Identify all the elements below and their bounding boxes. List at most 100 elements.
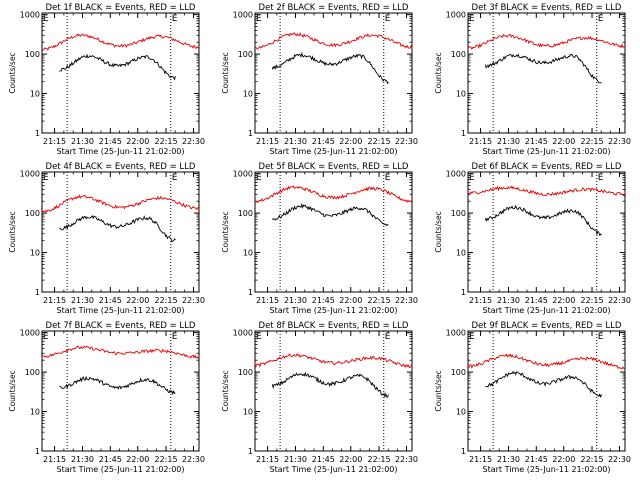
x-tick-label: 22:30 bbox=[395, 137, 418, 146]
y-tick-label: 1 bbox=[248, 288, 253, 297]
panel-title: Det 7f BLACK = Events, RED = LLD bbox=[46, 321, 196, 331]
y-tick-label: 1000 bbox=[233, 170, 253, 179]
x-tick-label: 22:30 bbox=[395, 455, 418, 464]
y-axis-label: Counts/sec bbox=[434, 370, 443, 411]
x-tick-label: 21:15 bbox=[256, 137, 279, 146]
lld-series-line bbox=[467, 353, 626, 370]
y-tick-label: 100 bbox=[451, 209, 466, 218]
events-series-line bbox=[484, 53, 602, 84]
x-tick-label: 21:15 bbox=[256, 455, 279, 464]
detector-panel-9: Det 9f BLACK = Events, RED = LLD 1 10 100 10… bbox=[434, 321, 631, 474]
x-tick-label: 21:30 bbox=[497, 296, 520, 305]
x-tick-label: 21:15 bbox=[469, 137, 492, 146]
plot-frame bbox=[41, 330, 200, 452]
y-tick-label: 100 bbox=[238, 50, 253, 59]
x-tick-label: 22:00 bbox=[126, 137, 149, 146]
x-tick-label: 21:45 bbox=[312, 137, 335, 146]
detector-panel-8: Det 8f BLACK = Events, RED = LLD 1 10 100 10… bbox=[221, 321, 418, 474]
marker-label-end: E bbox=[172, 14, 178, 24]
y-tick-label: 100 bbox=[238, 368, 253, 377]
marker-label-end: E bbox=[385, 332, 391, 342]
x-tick-label: 22:15 bbox=[154, 455, 177, 464]
x-axis-label: Start Time (25-Jun-11 21:02:00) bbox=[57, 147, 185, 156]
plot-frame bbox=[41, 12, 200, 134]
marker-label-end: E bbox=[598, 332, 604, 342]
x-tick-label: 21:45 bbox=[525, 137, 548, 146]
detector-panel-7: Det 7f BLACK = Events, RED = LLD 1 10 100 10… bbox=[8, 321, 205, 474]
x-axis-label: Start Time (25-Jun-11 21:02:00) bbox=[270, 147, 398, 156]
x-tick-label: 22:00 bbox=[552, 296, 575, 305]
lld-series-line bbox=[467, 33, 626, 51]
detector-panel-4: Det 4f BLACK = Events, RED = LLD 1 10 100 10… bbox=[8, 162, 205, 315]
x-tick-label: 21:15 bbox=[469, 296, 492, 305]
x-tick-label: 22:30 bbox=[608, 137, 631, 146]
lld-series-line bbox=[255, 32, 413, 50]
x-tick-label: 21:15 bbox=[43, 455, 66, 464]
marker-label-start: E bbox=[43, 14, 49, 24]
marker-label-start: E bbox=[43, 173, 49, 183]
x-tick-label: 22:00 bbox=[126, 296, 149, 305]
events-series-line bbox=[59, 53, 176, 81]
marker-label-start: E bbox=[256, 332, 262, 342]
x-tick-label: 22:30 bbox=[182, 137, 205, 146]
events-series-line bbox=[485, 370, 602, 399]
y-tick-label: 100 bbox=[25, 50, 40, 59]
lld-series-line bbox=[41, 194, 200, 213]
y-tick-label: 1 bbox=[248, 129, 253, 138]
x-tick-label: 21:45 bbox=[312, 455, 335, 464]
x-tick-label: 21:30 bbox=[284, 296, 307, 305]
x-tick-label: 22:15 bbox=[154, 296, 177, 305]
x-tick-label: 21:30 bbox=[71, 296, 94, 305]
x-tick-label: 22:15 bbox=[367, 455, 390, 464]
y-tick-label: 100 bbox=[451, 50, 466, 59]
x-tick-label: 21:15 bbox=[43, 137, 66, 146]
plot-frame bbox=[254, 12, 413, 134]
x-axis-label: Start Time (25-Jun-11 21:02:00) bbox=[483, 465, 611, 474]
detector-panel-1: Det 1f BLACK = Events, RED = LLD 1 10 100 10… bbox=[8, 3, 205, 156]
y-tick-label: 10 bbox=[30, 408, 40, 417]
x-axis-label: Start Time (25-Jun-11 21:02:00) bbox=[57, 465, 185, 474]
x-tick-label: 21:15 bbox=[43, 296, 66, 305]
marker-label-end: E bbox=[172, 173, 178, 183]
y-axis-label: Counts/sec bbox=[434, 52, 443, 93]
panel-title: Det 2f BLACK = Events, RED = LLD bbox=[259, 3, 409, 13]
x-tick-label: 22:15 bbox=[580, 137, 603, 146]
y-tick-label: 1 bbox=[35, 129, 40, 138]
plot-frame bbox=[254, 330, 413, 452]
lld-series-line bbox=[467, 185, 626, 197]
x-tick-label: 22:30 bbox=[608, 455, 631, 464]
x-tick-label: 22:00 bbox=[126, 455, 149, 464]
x-tick-label: 22:00 bbox=[339, 137, 362, 146]
y-tick-label: 10 bbox=[243, 90, 253, 99]
x-tick-label: 21:30 bbox=[497, 137, 520, 146]
plot-frame bbox=[41, 171, 200, 293]
x-tick-label: 22:15 bbox=[367, 137, 390, 146]
marker-label-end: E bbox=[385, 173, 391, 183]
y-tick-label: 1000 bbox=[20, 329, 40, 338]
detector-panel-5: Det 5f BLACK = Events, RED = LLD 1 10 100 10… bbox=[221, 162, 418, 315]
y-tick-label: 10 bbox=[456, 249, 466, 258]
x-axis-label: Start Time (25-Jun-11 21:02:00) bbox=[270, 465, 398, 474]
marker-label-end: E bbox=[385, 14, 391, 24]
x-tick-label: 22:00 bbox=[339, 296, 362, 305]
x-tick-label: 22:15 bbox=[580, 455, 603, 464]
events-series-line bbox=[271, 371, 389, 399]
y-axis-label: Counts/sec bbox=[221, 52, 230, 93]
y-axis-label: Counts/sec bbox=[434, 211, 443, 252]
events-series-line bbox=[59, 214, 176, 243]
panel-title: Det 1f BLACK = Events, RED = LLD bbox=[46, 3, 196, 13]
x-tick-label: 22:15 bbox=[580, 296, 603, 305]
marker-label-start: E bbox=[469, 332, 475, 342]
panel-title: Det 5f BLACK = Events, RED = LLD bbox=[259, 162, 409, 172]
y-tick-label: 1 bbox=[461, 288, 466, 297]
y-tick-label: 10 bbox=[30, 90, 40, 99]
x-tick-label: 21:15 bbox=[256, 296, 279, 305]
panel-title: Det 9f BLACK = Events, RED = LLD bbox=[472, 321, 622, 331]
detector-panel-6: Det 6f BLACK = Events, RED = LLD 1 10 100 10… bbox=[434, 162, 631, 315]
y-axis-label: Counts/sec bbox=[8, 370, 17, 411]
y-tick-label: 1000 bbox=[20, 11, 40, 20]
plot-frame bbox=[467, 171, 626, 293]
y-tick-label: 1000 bbox=[20, 170, 40, 179]
plot-frame bbox=[467, 12, 626, 134]
